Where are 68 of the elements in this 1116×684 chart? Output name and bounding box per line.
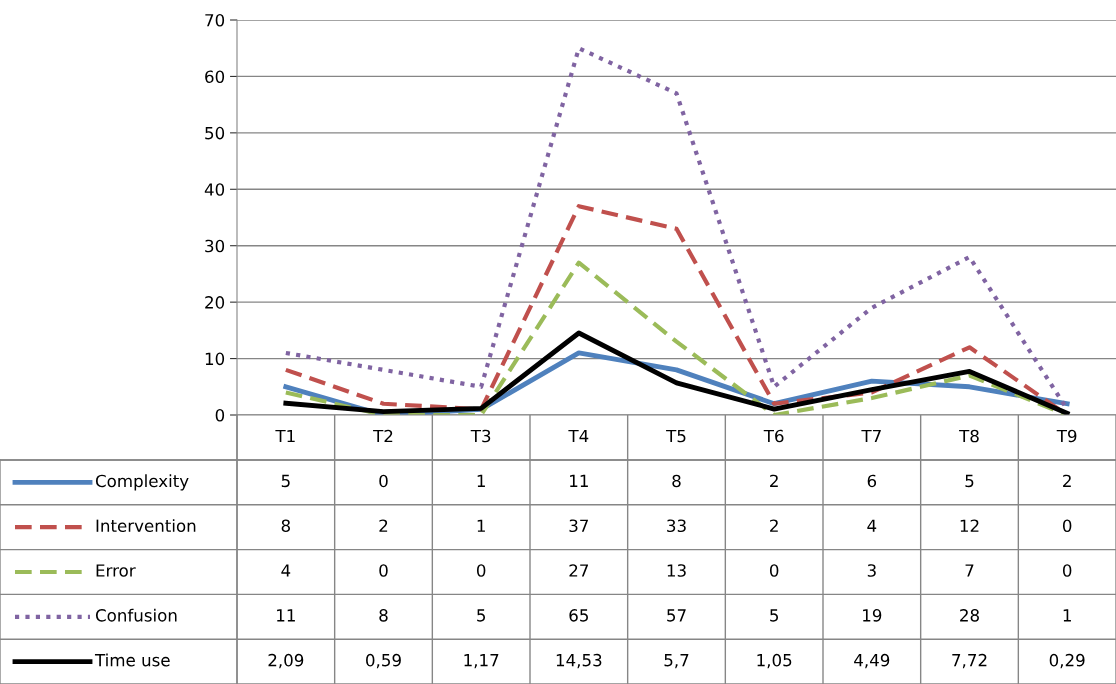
- data-label: 8: [281, 519, 290, 533]
- data-label: 2,09: [268, 653, 304, 669]
- data-label: 0: [476, 564, 486, 577]
- data-label: 3: [867, 564, 876, 577]
- y-tick-label: 70: [205, 13, 225, 27]
- data-label: 1: [477, 474, 485, 487]
- data-label: 0: [379, 564, 388, 577]
- data-label: 4: [867, 519, 877, 532]
- data-label: 1,17: [464, 654, 499, 669]
- data-label: 8: [672, 474, 681, 488]
- legend-label: Time use: [94, 653, 170, 667]
- data-label: 0: [1062, 564, 1072, 577]
- legend-label: Complexity: [95, 474, 189, 491]
- data-label: 33: [667, 519, 686, 533]
- data-label: 57: [667, 609, 686, 622]
- data-label: 8: [379, 609, 388, 622]
- data-label: 13: [667, 564, 686, 577]
- data-label: 5: [281, 474, 290, 488]
- data-label: 7,72: [952, 653, 987, 669]
- y-tick-label: 10: [205, 352, 225, 366]
- x-tick-label: T8: [959, 429, 979, 443]
- data-label: 6: [867, 474, 877, 488]
- data-label: 4: [281, 564, 291, 577]
- x-tick-label: T2: [373, 429, 393, 443]
- y-tick-label: 60: [205, 70, 225, 83]
- data-label: 27: [569, 564, 589, 577]
- data-label: 11: [570, 474, 588, 487]
- data-label: 0: [1062, 519, 1072, 533]
- data-label: 4,49: [854, 653, 890, 669]
- data-label: 0: [769, 564, 779, 577]
- data-label: 5: [477, 609, 486, 622]
- legend-label: Confusion: [95, 608, 177, 622]
- y-tick-label: 40: [204, 183, 225, 196]
- x-tick-label: T3: [470, 429, 491, 443]
- data-label: 1: [477, 519, 485, 532]
- x-tick-label: T7: [861, 429, 881, 443]
- y-tick-label: 50: [205, 126, 225, 140]
- x-tick-label: T4: [568, 429, 589, 443]
- data-label: 2: [1063, 474, 1071, 487]
- data-label: 28: [960, 609, 979, 622]
- x-tick-label: T9: [1056, 429, 1077, 443]
- data-label: 0,29: [1049, 653, 1085, 669]
- x-tick-label: T6: [763, 429, 784, 443]
- data-label: 2: [770, 519, 778, 532]
- data-label: 1,05: [757, 653, 792, 669]
- data-label: 5: [965, 474, 974, 488]
- legend-label: Error: [96, 564, 136, 577]
- x-tick-label: T5: [666, 429, 686, 443]
- data-label: 11: [277, 609, 295, 622]
- data-label: 7: [965, 564, 974, 577]
- data-label: 1: [1063, 609, 1071, 622]
- data-label: 65: [569, 609, 588, 622]
- data-label: 5,7: [664, 654, 689, 669]
- data-label: 0: [379, 474, 388, 488]
- data-label: 2: [379, 519, 388, 532]
- data-label: 2: [770, 474, 778, 487]
- legend-label: Intervention: [96, 519, 196, 533]
- y-tick-label: 30: [205, 239, 225, 253]
- line-series: [283, 330, 1070, 415]
- y-tick-label: 20: [205, 296, 225, 309]
- data-label: 0,59: [366, 653, 401, 669]
- data-label: 19: [863, 609, 882, 622]
- y-tick-label: 0: [215, 408, 225, 422]
- data-label: 37: [569, 519, 589, 533]
- data-label: 12: [960, 519, 979, 532]
- data-label: 5: [770, 609, 779, 622]
- data-label: 14,53: [556, 653, 602, 669]
- x-tick-label: T1: [275, 429, 295, 443]
